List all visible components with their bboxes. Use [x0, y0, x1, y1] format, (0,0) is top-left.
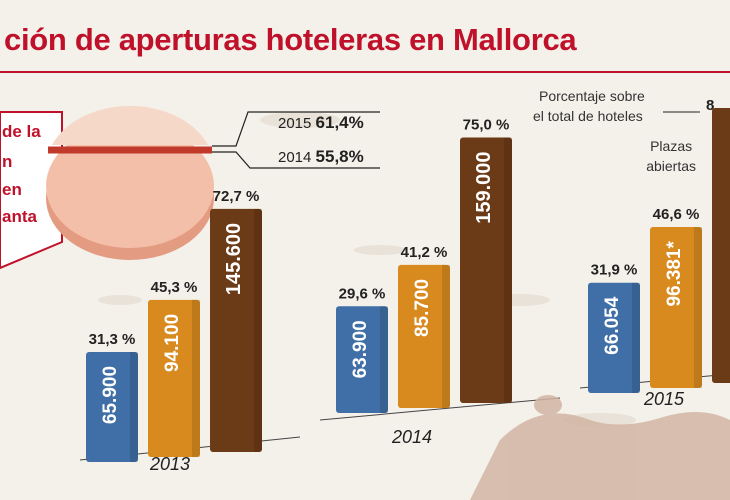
bar-value-label: 65.900: [100, 366, 121, 424]
chart-title: ción de aperturas hoteleras en Mallorca: [4, 22, 577, 57]
bar-2013-0: [86, 351, 138, 462]
porcentaje-label: Porcentaje sobre el total de hoteles: [533, 88, 649, 124]
pie-label-line-2: n: [2, 152, 12, 171]
bar-2014-1: [398, 264, 450, 408]
year-label: 2013: [149, 454, 190, 474]
year-label: 2015: [643, 389, 685, 409]
bar-shade: [380, 306, 388, 413]
bar-percent-label: 29,6 %: [339, 285, 386, 302]
pie-chart: [46, 106, 214, 260]
sunbather-figure: [470, 395, 730, 500]
bar-percent-label: 31,9 %: [591, 262, 638, 279]
bar-value-label: 66.054: [602, 296, 623, 355]
bar-shade: [192, 299, 200, 457]
pie-label-line-4: anta: [2, 207, 38, 226]
leader-2014: [212, 151, 380, 169]
bar-value-label: 63.900: [350, 320, 371, 378]
bar-shade: [632, 282, 640, 393]
bar-value-label: 159.000: [473, 151, 495, 223]
leader-2015: [212, 111, 380, 147]
bar-shade: [694, 227, 702, 388]
pie-label-box: [0, 111, 63, 270]
bar-value-label: 85.700: [412, 279, 433, 337]
bar-2013-2: [210, 208, 262, 452]
bar-percent-label: 46,6 %: [653, 206, 700, 223]
year-label: 2014: [391, 427, 432, 447]
bar-2013-1: [148, 299, 200, 457]
pie-2015: 2015 61,4%: [278, 113, 364, 132]
porcentaje-value: 8: [706, 97, 714, 114]
plazas-label: Plazas abiertas: [646, 138, 696, 174]
bar-value-label: 94.100: [162, 314, 183, 372]
bars-group: 65.900 31,3 % 94.100 45,3 % 145.600 72,7 % 201…: [86, 108, 730, 474]
bar-shade: [442, 264, 450, 408]
bar-percent-label: 72,7 %: [213, 188, 260, 205]
bar-shade: [130, 351, 138, 462]
bar-shade: [504, 137, 512, 403]
bar-percent-label: 31,3 %: [89, 331, 136, 348]
bar-value-label: 96.381*: [664, 240, 685, 306]
bar-2014-0: [336, 306, 388, 413]
bar-2015-0: [588, 282, 640, 393]
bar-percent-label: 75,0 %: [463, 116, 510, 133]
pie-label-line-3: en: [2, 180, 22, 199]
pie-label-line-1: de la: [2, 122, 41, 141]
bar-value-label: 145.600: [223, 223, 245, 295]
bar-2015-1: [650, 227, 702, 388]
pie-2014: 2014 55,8%: [278, 147, 364, 166]
baseline-2014: [319, 397, 561, 421]
pie-label-text: de la n en anta: [2, 122, 45, 226]
bar-2015-2: [712, 108, 730, 383]
bar-shade: [254, 208, 262, 452]
bar-percent-label: 45,3 %: [151, 279, 198, 296]
bar-2014-2: [460, 137, 512, 403]
bar-percent-label: 41,2 %: [401, 244, 448, 261]
